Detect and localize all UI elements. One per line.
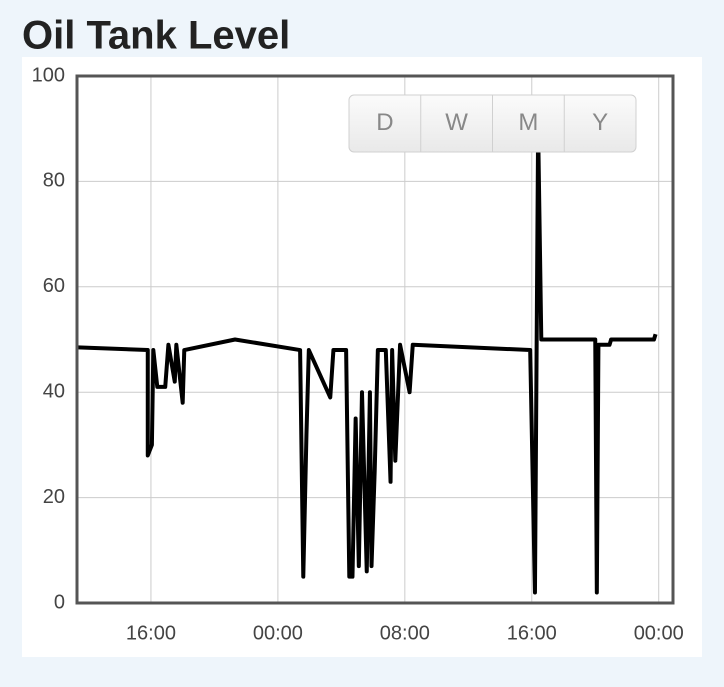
y-tick-label: 40 — [43, 380, 65, 402]
plot-frame — [75, 74, 675, 605]
x-tick-label: 00:00 — [634, 622, 684, 644]
y-tick-label: 80 — [43, 170, 65, 192]
x-tick-label: 16:00 — [507, 622, 557, 644]
button-label: D — [376, 109, 393, 136]
button-label: W — [445, 109, 468, 136]
x-tick-label: 08:00 — [380, 622, 430, 644]
range-button[interactable]: Y — [563, 95, 608, 152]
button-label: M — [518, 109, 538, 136]
panel — [22, 57, 702, 657]
button-label: Y — [592, 109, 608, 136]
y-tick-label: 20 — [43, 486, 65, 508]
y-tick-label: 0 — [54, 591, 65, 613]
y-tick-label: 60 — [43, 275, 65, 297]
chart-title: Oil Tank Level — [22, 14, 290, 58]
range-button[interactable]: M — [492, 95, 539, 152]
range-button[interactable]: D — [376, 109, 393, 136]
y-tick-label: 100 — [32, 64, 65, 86]
data-line — [77, 126, 658, 595]
x-tick-label: 00:00 — [253, 622, 303, 644]
x-tick-label: 16:00 — [126, 622, 176, 644]
range-button[interactable]: W — [420, 95, 469, 152]
